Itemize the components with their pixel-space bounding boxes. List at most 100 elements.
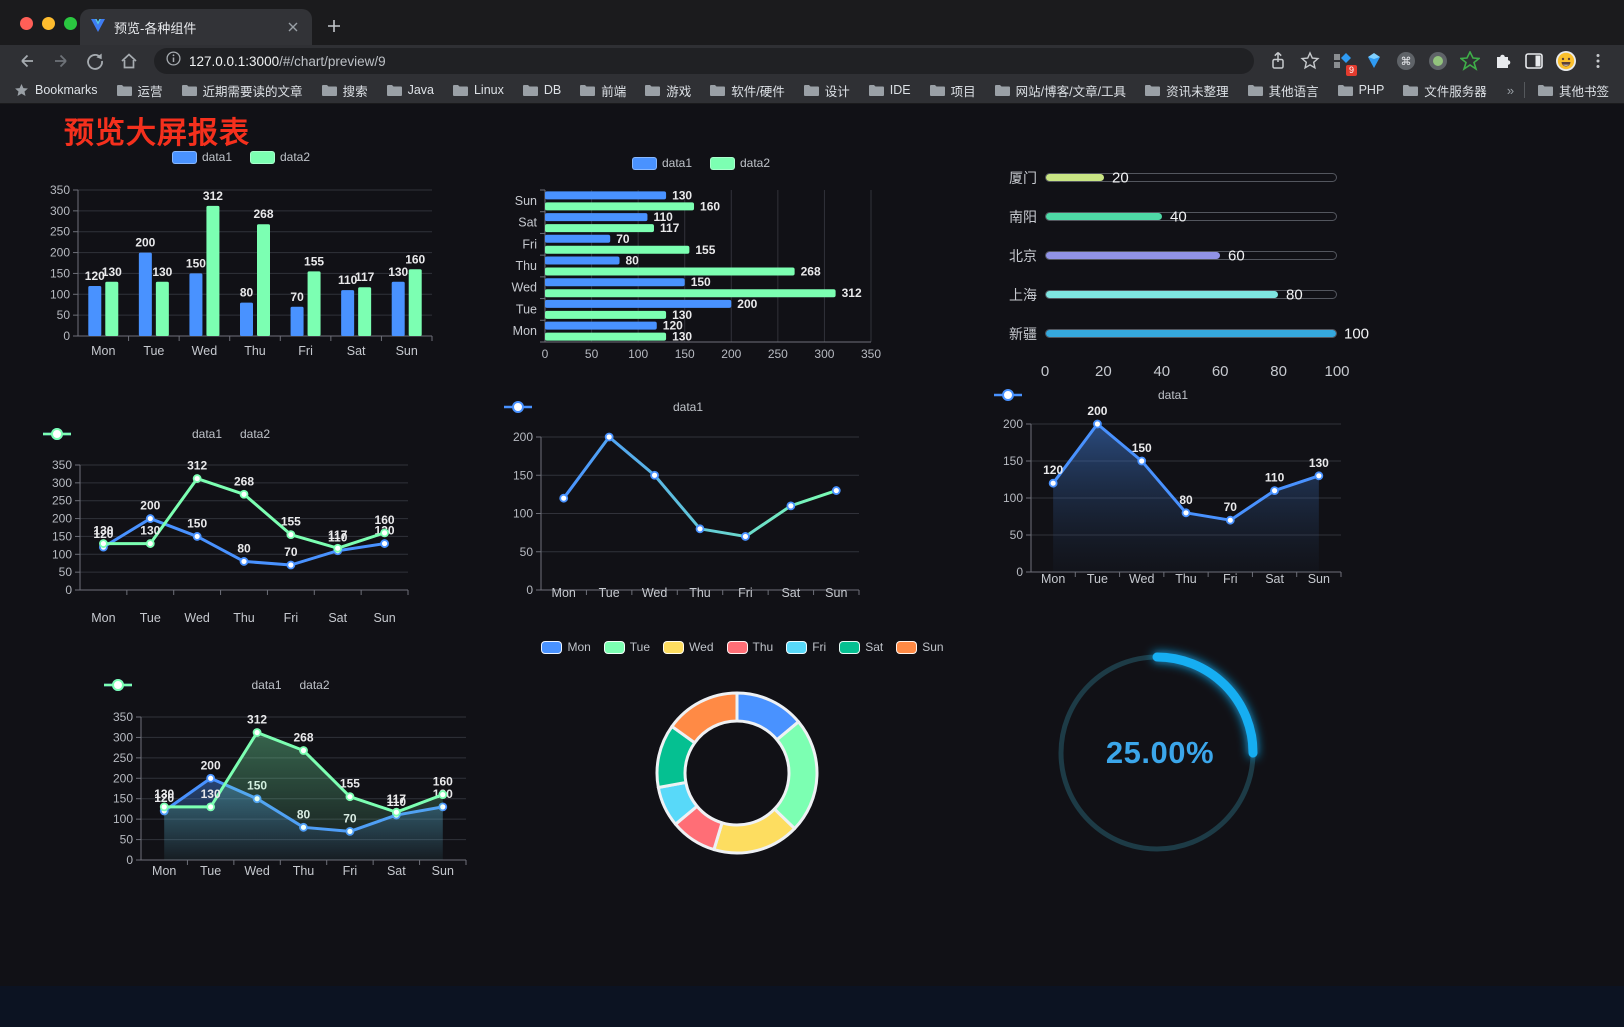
point-data2-Wed[interactable] — [252, 728, 262, 737]
point-data1-Sun[interactable] — [1314, 471, 1324, 481]
bookmark-folder[interactable]: Linux — [452, 83, 504, 97]
bar-data1-Tue[interactable] — [545, 299, 732, 308]
browser-tab[interactable]: 预览-各种组件 — [80, 9, 312, 45]
pie-slice-Tue[interactable] — [772, 720, 819, 831]
point-data2-Sat[interactable] — [333, 543, 343, 553]
legend-item-Sun[interactable]: Sun — [896, 640, 944, 654]
bookmark-star-icon[interactable] — [1297, 48, 1323, 74]
bookmark-folder[interactable]: 文件服务器 — [1402, 81, 1487, 100]
bar-data2-Wed[interactable] — [206, 205, 220, 336]
point-data1-Thu[interactable] — [695, 524, 705, 534]
browser-menu-kebab-icon[interactable] — [1585, 48, 1611, 74]
point-data2-Mon[interactable] — [99, 539, 108, 548]
extensions-puzzle-icon[interactable] — [1489, 48, 1515, 74]
progress-fill[interactable] — [1046, 291, 1278, 298]
bar-data1-Thu[interactable] — [240, 302, 253, 336]
point-data1-Fri[interactable] — [1225, 515, 1235, 525]
point-data2-Tue[interactable] — [206, 802, 216, 812]
point-data1-Wed[interactable] — [192, 532, 202, 541]
point-data1-Thu[interactable] — [1181, 508, 1191, 518]
window-zoom-button[interactable] — [64, 17, 77, 30]
bookmark-folder[interactable]: 前端 — [579, 81, 626, 100]
new-tab-button[interactable] — [322, 14, 346, 38]
bookmark-folder[interactable]: 近期需要读的文章 — [181, 81, 303, 100]
point-data2-Sun[interactable] — [438, 790, 448, 800]
bar-data1-Sun[interactable] — [391, 281, 405, 336]
point-data1-Sun[interactable] — [380, 539, 389, 548]
bookmark-folder[interactable]: 项目 — [929, 81, 976, 100]
bar-data1-Tue[interactable] — [138, 252, 152, 336]
bar-data1-Mon[interactable] — [545, 321, 657, 330]
bar-data2-Tue[interactable] — [545, 310, 667, 319]
point-data1-Tue[interactable] — [206, 773, 216, 783]
bar-data2-Sun[interactable] — [545, 202, 695, 211]
legend-item-data2[interactable]: data2 — [250, 150, 310, 164]
window-minimize-button[interactable] — [42, 17, 55, 30]
point-data1-Sat[interactable] — [786, 501, 796, 511]
back-button-icon[interactable] — [13, 47, 41, 75]
point-data2-Fri[interactable] — [345, 792, 355, 802]
point-data2-Sat[interactable] — [391, 807, 401, 817]
legend-item-data1[interactable]: data1 — [43, 427, 222, 441]
legend-item-data2[interactable]: data2 — [104, 678, 330, 692]
bar-data2-Mon[interactable] — [545, 332, 667, 341]
point-data1-Wed[interactable] — [650, 470, 659, 480]
bookmark-folder[interactable]: 网站/博客/文章/工具 — [994, 81, 1126, 100]
point-data2-Mon[interactable] — [159, 802, 169, 812]
tab-close-icon[interactable] — [284, 18, 302, 36]
command-extension-icon[interactable]: ⌘ — [1393, 48, 1419, 74]
legend-item-Mon[interactable]: Mon — [541, 640, 591, 654]
bookmark-folder[interactable]: 其他语言 — [1247, 81, 1319, 100]
point-data1-Mon[interactable] — [559, 493, 569, 503]
legend-item-Sat[interactable]: Sat — [839, 640, 883, 654]
reload-button-icon[interactable] — [81, 47, 109, 75]
record-extension-icon[interactable] — [1425, 48, 1451, 74]
forward-button-icon[interactable] — [47, 47, 75, 75]
progress-fill[interactable] — [1046, 213, 1162, 220]
legend-item-data1[interactable]: data1 — [504, 400, 703, 414]
bookmark-folder[interactable]: 运营 — [116, 81, 163, 100]
share-icon[interactable] — [1265, 48, 1291, 74]
bar-data1-Fri[interactable] — [290, 306, 304, 336]
pie-slice-Wed[interactable] — [712, 807, 797, 855]
bookmark-folder[interactable]: Java — [386, 83, 434, 97]
bar-data2-Sat[interactable] — [358, 287, 372, 336]
point-data1-Sun[interactable] — [831, 486, 841, 495]
bar-data1-Sun[interactable] — [545, 191, 667, 200]
devtools-star-extension-icon[interactable] — [1457, 48, 1483, 74]
point-data1-Fri[interactable] — [286, 560, 296, 570]
point-data1-Tue[interactable] — [145, 514, 155, 523]
pie-slice-Sun[interactable] — [670, 691, 739, 745]
bar-data1-Mon[interactable] — [88, 285, 102, 336]
legend-item-data2[interactable]: data2 — [710, 156, 770, 170]
bookmarks-overflow-chevron[interactable]: » — [1506, 82, 1515, 98]
tab-grid-extension-icon[interactable]: 9 — [1329, 48, 1357, 76]
other-bookmarks-folder[interactable]: 其他书签 — [1537, 81, 1609, 100]
window-close-button[interactable] — [20, 17, 33, 30]
site-info-icon[interactable] — [166, 51, 181, 71]
bar-data2-Thu[interactable] — [257, 224, 270, 336]
point-data2-Thu[interactable] — [239, 489, 249, 499]
bar-data1-Wed[interactable] — [545, 278, 685, 287]
point-data1-Tue[interactable] — [604, 432, 614, 442]
bookmark-folder[interactable]: PHP — [1337, 83, 1384, 97]
bookmark-folder[interactable]: 游戏 — [644, 81, 691, 100]
bar-data1-Sat[interactable] — [341, 290, 355, 336]
point-data1-Fri[interactable] — [741, 532, 750, 541]
point-data2-Sun[interactable] — [380, 528, 389, 538]
progress-fill[interactable] — [1046, 174, 1104, 181]
bar-data1-Thu[interactable] — [545, 256, 620, 265]
progress-fill[interactable] — [1046, 252, 1220, 259]
legend-item-data1[interactable]: data1 — [631, 156, 692, 170]
bar-data2-Sat[interactable] — [545, 224, 654, 233]
legend-item-Thu[interactable]: Thu — [726, 640, 773, 654]
legend-item-Wed[interactable]: Wed — [663, 640, 714, 654]
profile-avatar[interactable] — [1553, 48, 1579, 74]
bookmark-folder[interactable]: 设计 — [803, 81, 850, 100]
bar-data2-Fri[interactable] — [307, 271, 321, 336]
bar-data1-Sat[interactable] — [545, 213, 648, 222]
point-data1-Wed[interactable] — [1137, 456, 1147, 466]
bar-data2-Thu[interactable] — [545, 267, 795, 276]
legend-item-Tue[interactable]: Tue — [603, 640, 650, 654]
bookmark-folder[interactable]: 资讯未整理 — [1144, 81, 1229, 100]
